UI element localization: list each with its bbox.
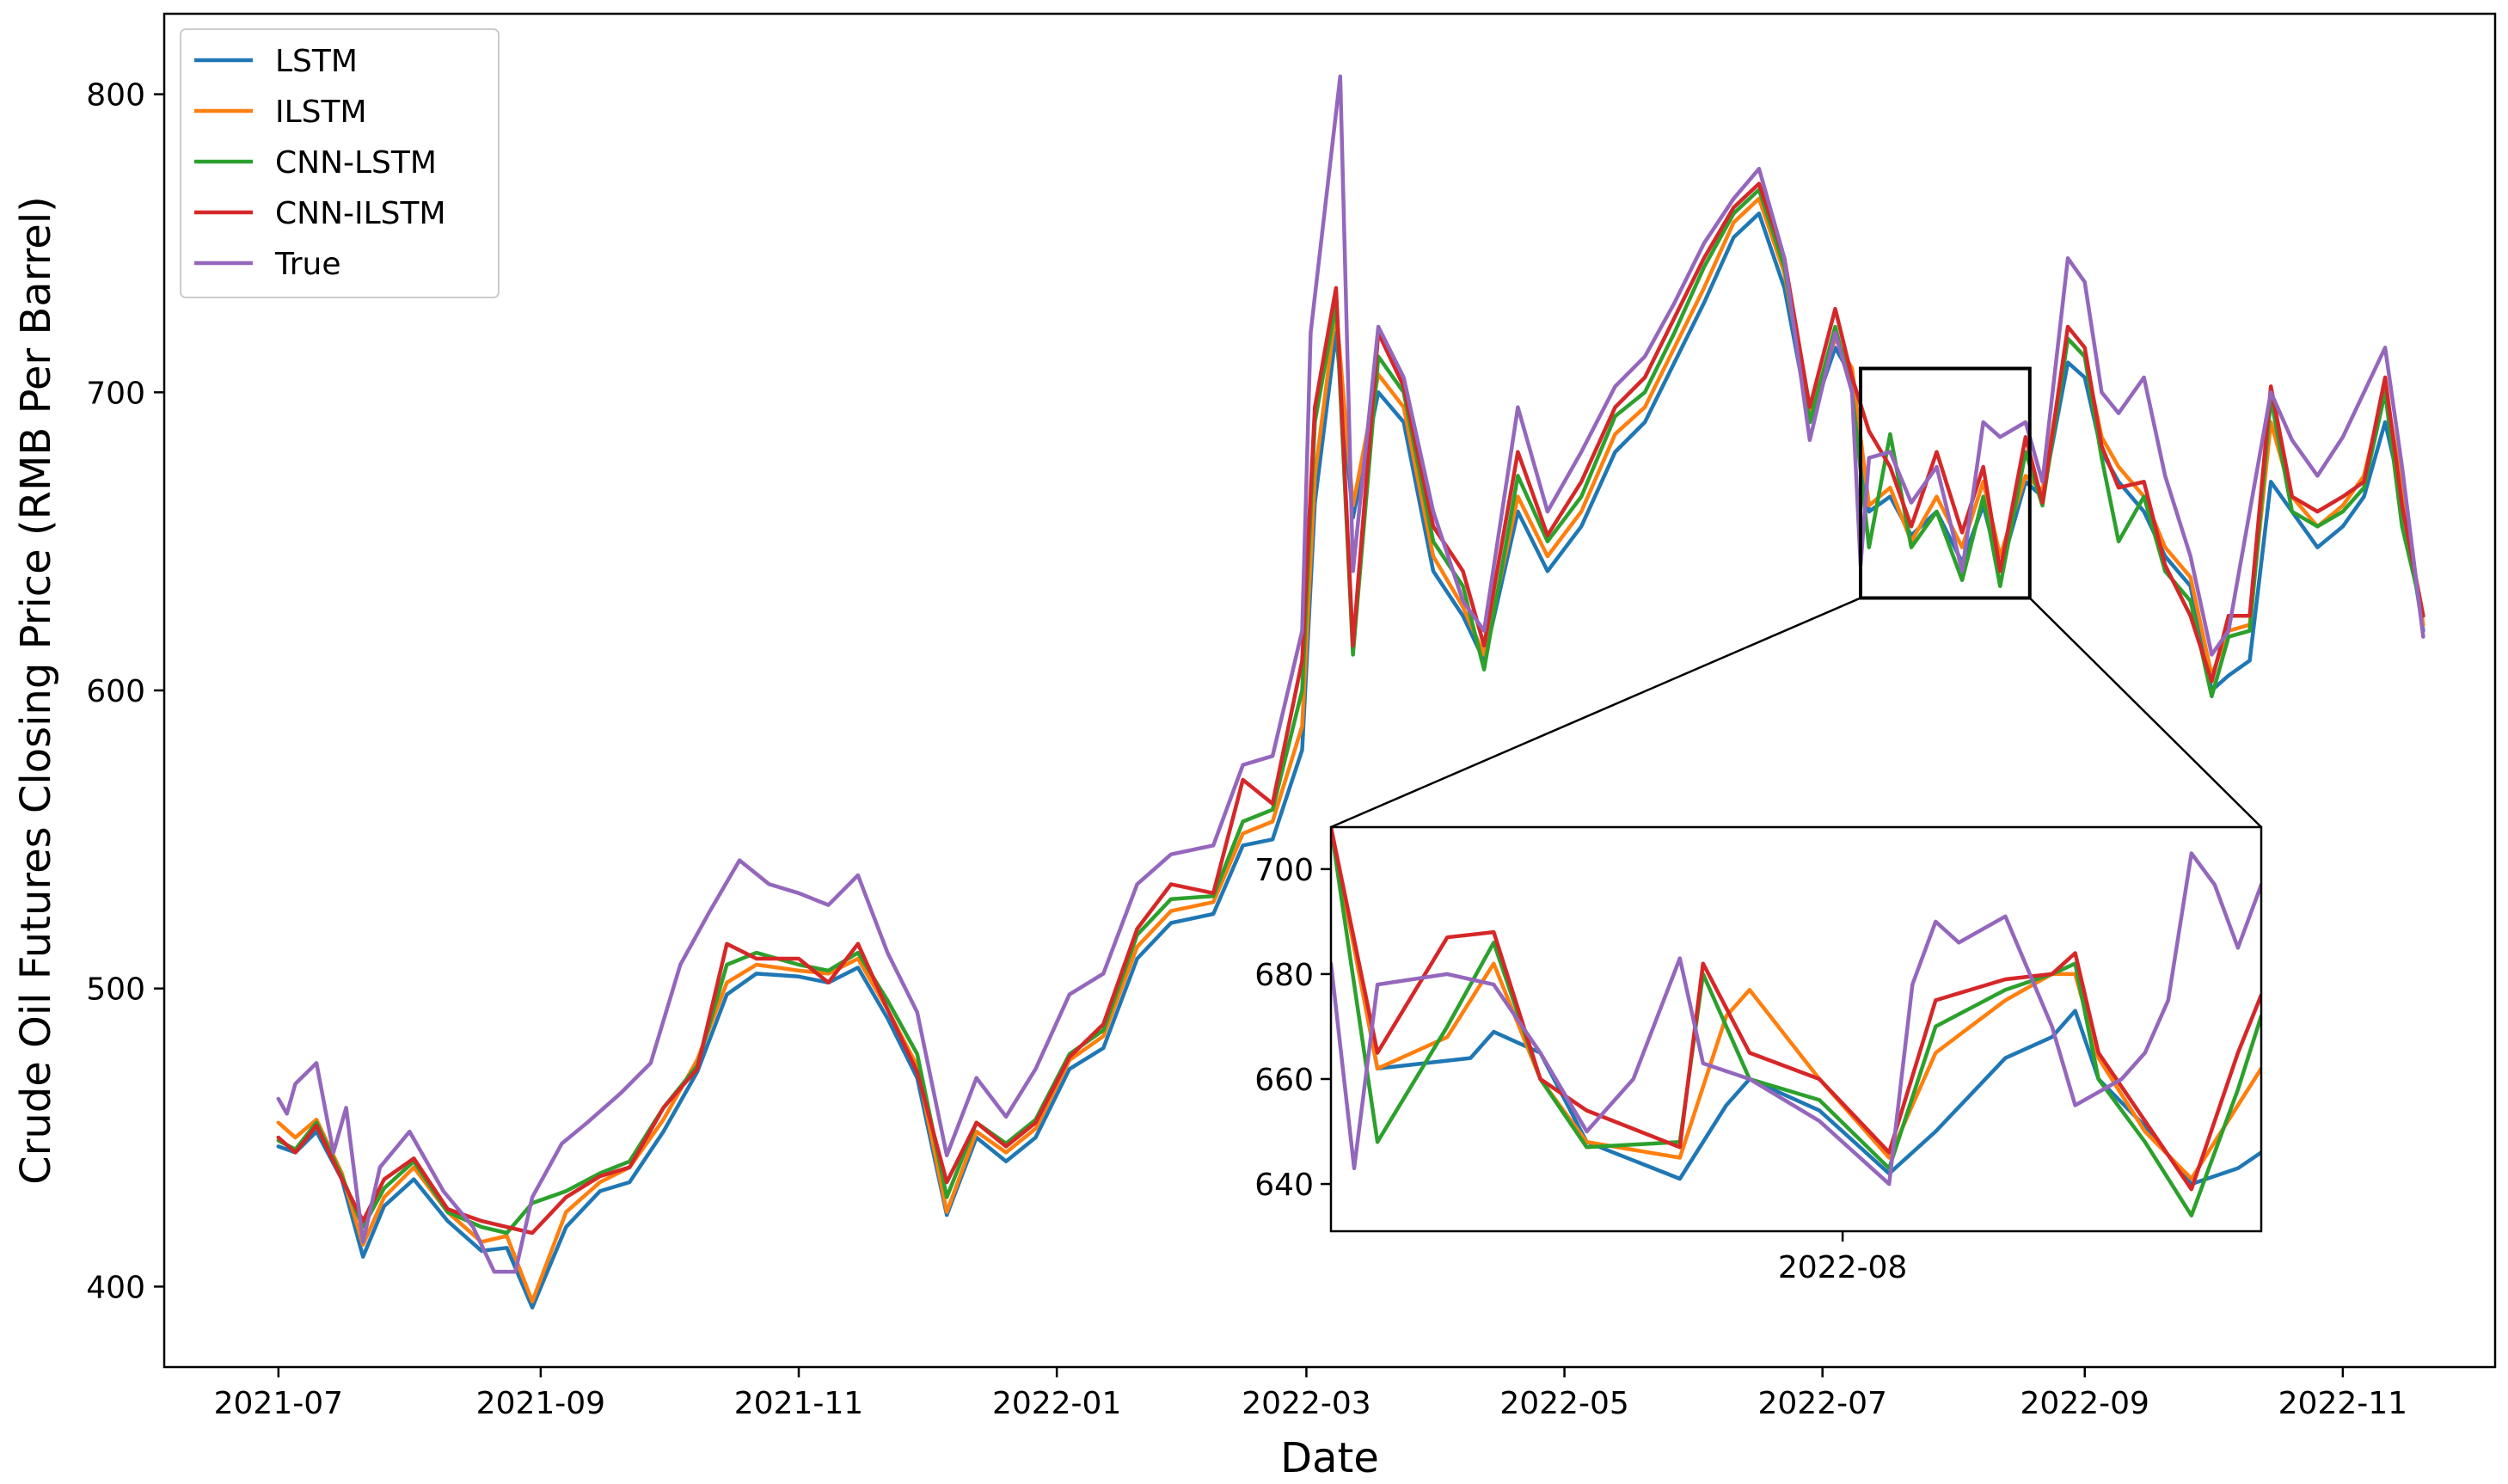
zoom-rectangle — [1858, 366, 2032, 600]
legend-label-cnn-lstm: CNN-LSTM — [275, 145, 437, 181]
x-tick-label: 2022-07 — [1757, 1386, 1886, 1421]
legend-label-lstm: LSTM — [275, 44, 358, 79]
inset-background — [1331, 827, 2261, 1231]
y-tick-label: 400 — [86, 1270, 145, 1305]
legend: LSTM ILSTM CNN-LSTM CNN-ILSTM True — [180, 28, 500, 298]
x-tick-label: 2022-09 — [2021, 1386, 2149, 1421]
x-tick-label: 2022-05 — [1499, 1386, 1628, 1421]
inset-frame — [1329, 825, 2263, 1233]
legend-label-ilstm: ILSTM — [275, 95, 367, 130]
inset-y-tick-label: 700 — [1254, 853, 1314, 888]
series-line-lstm — [276, 212, 2425, 1309]
y-axis-label: Crude Oil Futures Closing Price (RMB Per… — [12, 196, 60, 1185]
inset-plot: 640 660 680 700 2022-08 — [1254, 825, 2263, 1285]
legend-box — [180, 28, 500, 298]
series-line-ilstm — [276, 196, 2425, 1303]
inset-y-tick-label: 680 — [1254, 958, 1314, 993]
inset-y-tick-label: 660 — [1254, 1063, 1314, 1098]
zoom-region-box — [1330, 366, 2262, 829]
legend-label-true: True — [274, 247, 340, 282]
inset-series-line-cnn-lstm — [1331, 827, 2261, 1217]
x-tick-label: 2021-11 — [734, 1386, 863, 1421]
series-line-cnn-ilstm — [276, 181, 2425, 1236]
inset-series-line-cnn-ilstm — [1331, 827, 2261, 1192]
x-axis-label: Date — [1280, 1434, 1379, 1482]
x-tick-label: 2022-03 — [1242, 1386, 1371, 1421]
y-tick-label: 600 — [86, 674, 145, 709]
x-tick-label: 2022-11 — [2278, 1386, 2407, 1421]
main-plot: 2021-07 2021-09 2021-11 2022-01 2022-03 2022-… — [12, 12, 2497, 1482]
inset-x-tick-label: 2022-08 — [1778, 1250, 1907, 1285]
x-tick-label: 2021-09 — [476, 1386, 605, 1421]
zoom-connector-left — [1330, 597, 1861, 829]
y-tick-label: 800 — [86, 78, 145, 113]
y-tick-label: 700 — [86, 376, 145, 411]
y-tick-label: 500 — [86, 972, 145, 1008]
inset-y-tick-label: 640 — [1254, 1168, 1314, 1203]
legend-label-cnn-ilstm: CNN-ILSTM — [275, 196, 446, 231]
series-line-true — [276, 74, 2425, 1274]
x-tick-label: 2021-07 — [214, 1386, 343, 1421]
zoom-connector-right — [2028, 597, 2262, 828]
inset-series-line-true — [1331, 851, 2261, 1187]
inset-lines — [1331, 827, 2261, 1217]
x-tick-label: 2022-01 — [992, 1386, 1121, 1421]
